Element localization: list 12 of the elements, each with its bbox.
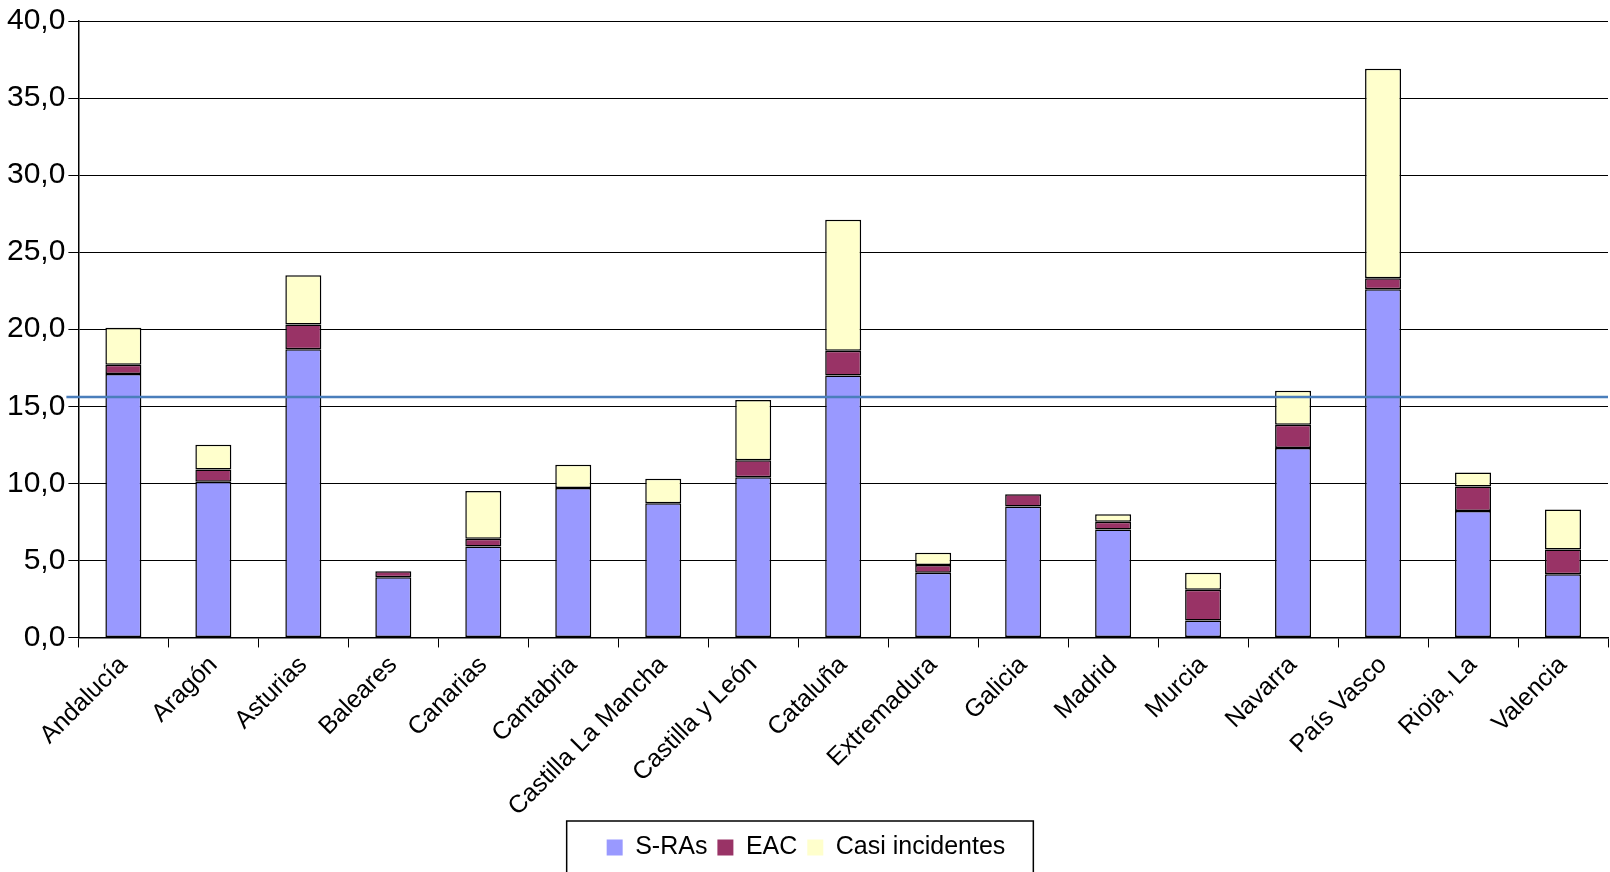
y-tick-label: 35,0: [7, 79, 66, 113]
y-tick-label: 30,0: [7, 156, 66, 190]
y-tick-label: 0,0: [23, 618, 66, 652]
y-tick-label: 40,0: [7, 2, 66, 36]
y-tick-label: 5,0: [23, 541, 66, 575]
legend-label: S-RAs: [635, 831, 708, 860]
y-tick-label: 15,0: [7, 387, 66, 421]
legend-label: Casi incidentes: [835, 831, 1006, 860]
y-tick-label: 25,0: [7, 233, 66, 267]
y-tick-label: 10,0: [7, 464, 66, 498]
legend-label: EAC: [745, 831, 798, 860]
y-tick-label: 20,0: [7, 310, 66, 344]
